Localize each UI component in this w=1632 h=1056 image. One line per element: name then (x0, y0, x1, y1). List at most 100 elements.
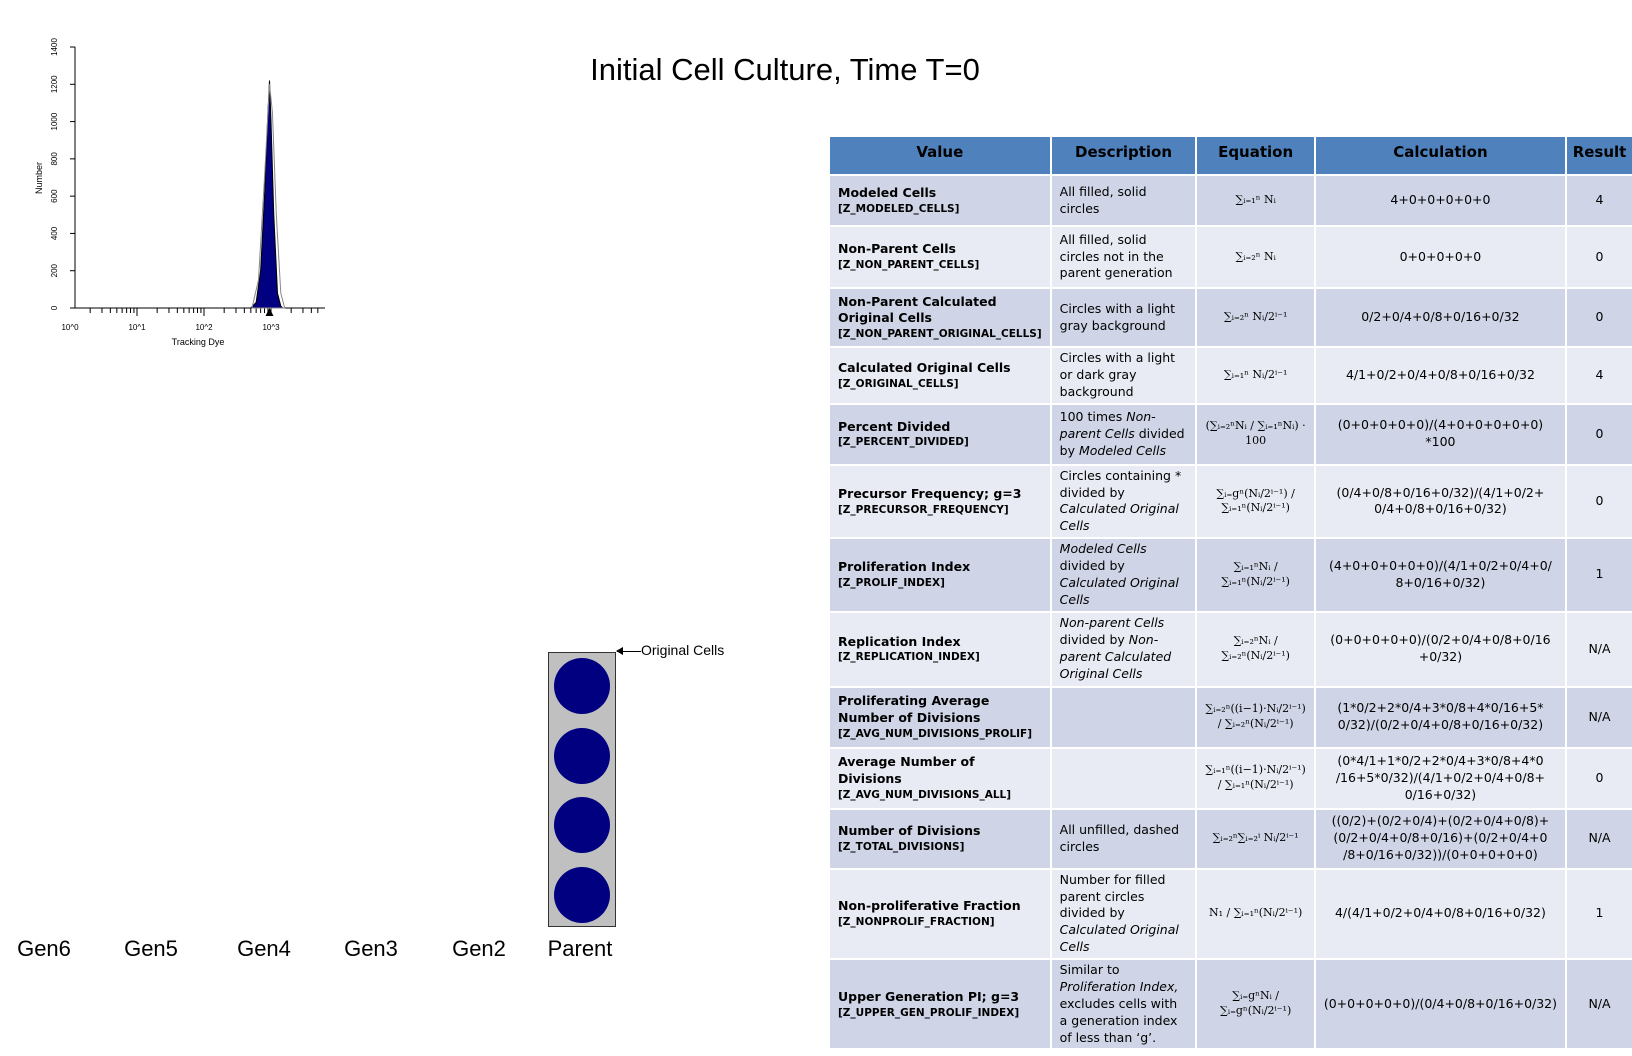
column-header-value: Value (830, 137, 1050, 174)
description-text: Modeled Cells (1078, 442, 1166, 458)
result-cell: 0 (1567, 404, 1632, 464)
table-row: Upper Generation PI; g=3 [Z_UPPER_GEN_PRO… (830, 960, 1632, 1049)
x-tick-label: 10^3 (262, 323, 280, 332)
description-cell: All filled, solid circles (1051, 176, 1196, 225)
description-text: divided by (1059, 558, 1125, 573)
value-name: Non-proliferative Fraction (838, 898, 1021, 914)
value-name: Calculated Original Cells (838, 359, 1011, 375)
calculation-cell: 0+0+0+0+0 (1315, 227, 1566, 287)
description-text: All unfilled, dashed circles (1059, 821, 1180, 854)
table-row: Proliferation Index [Z_PROLIF_INDEX] Model… (830, 539, 1632, 611)
description-text: Circles with a light gray background (1059, 300, 1176, 333)
generation-label-parent: Parent (547, 936, 613, 961)
table-row: Number of Divisions [Z_TOTAL_DIVISIONS] Al… (830, 809, 1632, 868)
result-cell: 4 (1567, 348, 1632, 403)
equation-cell: ∑ᵢ₌gⁿNᵢ / ∑ᵢ₌gⁿ(Nᵢ/2ⁱ⁻¹) (1197, 960, 1314, 1049)
y-tick-label: 200 (50, 263, 59, 277)
equation-cell: ∑ᵢ₌₁ⁿ Nᵢ/2ⁱ⁻¹ (1197, 348, 1314, 403)
description-cell: Similar to Proliferation Index, excludes… (1051, 960, 1196, 1049)
equation-cell: ∑ᵢ₌₂ⁿ Nᵢ (1197, 227, 1314, 287)
slide-title: Initial Cell Culture, Time T=0 (590, 52, 980, 87)
y-tick-label: 400 (50, 226, 59, 240)
table-row: Non-Parent Calculated Original Cells [Z_N… (830, 289, 1632, 346)
value-name: Precursor Frequency; g=3 (838, 485, 1022, 501)
description-text: excludes cells with a generation index o… (1059, 995, 1178, 1045)
result-cell: 0 (1567, 748, 1632, 808)
y-tick-label: 600 (50, 189, 59, 203)
description-text: Non-parent Cells (1059, 615, 1165, 631)
histogram-chart: 0 200 400 600 800 1000 1200 1400 10^0 10^1 10^2 10^… (34, 38, 325, 347)
description-text: Non-parent Calculated Original Cells (1059, 632, 1172, 681)
value-name: Percent Divided (838, 418, 951, 434)
calculation-cell: (0+0+0+0+0)/(4+0+0+0+0+0) *100 (1315, 404, 1566, 464)
value-code: [Z_PERCENT_DIVIDED] (838, 436, 969, 449)
value-cell: Modeled Cells [Z_MODELED_CELLS] (830, 176, 1050, 225)
value-cell: Non-Parent Cells [Z_NON_PARENT_CELLS] (830, 227, 1050, 287)
y-tick-label: 1400 (50, 38, 59, 56)
calculation-cell: 0/2+0/4+0/8+0/16+0/32 (1315, 289, 1566, 346)
value-cell: Number of Divisions [Z_TOTAL_DIVISIONS] (830, 809, 1050, 868)
value-name: Average Number of Divisions (838, 754, 975, 787)
value-code: [Z_UPPER_GEN_PROLIF_INDEX] (838, 1006, 1020, 1019)
description-text: Circles with a light or dark gray backgr… (1059, 350, 1176, 399)
generation-label-gen4: Gen4 (237, 936, 291, 961)
value-cell: Proliferation Index [Z_PROLIF_INDEX] (830, 539, 1050, 611)
description-text: Circles containing * divided by (1059, 467, 1182, 500)
value-code: [Z_NON_PARENT_CELLS] (838, 259, 980, 272)
description-text: Calculated Original Cells (1059, 501, 1179, 534)
value-name: Number of Divisions (838, 823, 981, 839)
table-row: Non-proliferative Fraction [Z_NONPROLIF_F… (830, 869, 1632, 958)
result-cell: 0 (1567, 289, 1632, 346)
value-code: [Z_PROLIF_INDEX] (838, 577, 945, 590)
calculation-cell: 4/(4/1+0/2+0/4+0/8+0/16+0/32) (1315, 869, 1566, 958)
description-cell (1051, 748, 1196, 808)
value-cell: Replication Index [Z_REPLICATION_INDEX] (830, 612, 1050, 686)
description-text: All filled, solid circles (1059, 183, 1147, 216)
value-cell: Average Number of Divisions [Z_AVG_NUM_DI… (830, 748, 1050, 808)
table-header-row: Value Description Equation Calculation Resul… (830, 137, 1632, 174)
calculation-cell: (0+0+0+0+0)/(0/4+0/8+0/16+0/32) (1315, 960, 1566, 1049)
value-cell: Precursor Frequency; g=3 [Z_PRECURSOR_FRE… (830, 465, 1050, 538)
value-cell: Non-Parent Calculated Original Cells [Z_N… (830, 289, 1050, 346)
series-filled (249, 80, 285, 309)
table-row: Average Number of Divisions [Z_AVG_NUM_DI… (830, 748, 1632, 808)
description-cell: Circles containing * divided by Calculat… (1051, 465, 1196, 538)
marker-triangle-icon (265, 308, 274, 316)
parent-cell-circle (554, 797, 610, 853)
result-cell: 0 (1567, 227, 1632, 287)
calculation-cell: 4+0+0+0+0+0 (1315, 176, 1566, 225)
calculation-cell: 4/1+0/2+0/4+0/8+0/16+0/32 (1315, 348, 1566, 403)
equation-cell: (∑ᵢ₌₂ⁿNᵢ / ∑ᵢ₌₁ⁿNᵢ) · 100 (1197, 404, 1314, 464)
description-cell: Modeled Cells divided by Calculated Orig… (1051, 539, 1196, 611)
calculation-cell: (0*4/1+1*0/2+2*0/4+3*0/8+4*0 /16+5*0/32)… (1315, 748, 1566, 808)
value-code: [Z_NON_PARENT_ORIGINAL_CELLS] (838, 328, 1042, 341)
value-name: Proliferating Average Number of Division… (838, 693, 990, 726)
equation-cell: N₁ / ∑ᵢ₌₁ⁿ(Nᵢ/2ⁱ⁻¹) (1197, 869, 1314, 958)
y-axis-label: Number (34, 162, 44, 194)
value-code: [Z_REPLICATION_INDEX] (838, 651, 980, 664)
equation-cell: ∑ᵢ₌₁ⁿNᵢ / ∑ᵢ₌₁ⁿ(Nᵢ/2ⁱ⁻¹) (1197, 539, 1314, 611)
column-header-calculation: Calculation (1315, 137, 1566, 174)
x-tick-label: 10^0 (61, 323, 79, 332)
result-cell: N/A (1567, 687, 1632, 747)
value-code: [Z_MODELED_CELLS] (838, 202, 960, 215)
result-cell: N/A (1567, 612, 1632, 686)
y-tick-label: 800 (50, 152, 59, 166)
result-cell: N/A (1567, 960, 1632, 1049)
value-code: [Z_ORIGINAL_CELLS] (838, 377, 959, 390)
value-name: Non-Parent Calculated Original Cells (838, 293, 997, 326)
description-text: All filled, solid circles not in the par… (1059, 231, 1173, 281)
x-tick-label: 10^2 (195, 323, 213, 332)
value-code: [Z_NONPROLIF_FRACTION] (838, 916, 995, 929)
description-cell: Non-parent Cells divided by Non-parent C… (1051, 612, 1196, 686)
value-cell: Non-proliferative Fraction [Z_NONPROLIF_F… (830, 869, 1050, 958)
description-text: Modeled Cells (1059, 541, 1147, 557)
table-row: Replication Index [Z_REPLICATION_INDEX] No… (830, 612, 1632, 686)
value-code: [Z_PRECURSOR_FREQUENCY] (838, 503, 1009, 516)
table-row: Modeled Cells [Z_MODELED_CELLS] All filled… (830, 176, 1632, 225)
description-text: 100 times (1059, 408, 1127, 424)
generation-label-gen5: Gen5 (124, 936, 178, 961)
table-row: Percent Divided [Z_PERCENT_DIVIDED] 100 ti… (830, 404, 1632, 464)
value-name: Proliferation Index (838, 559, 971, 575)
x-axis-label: Tracking Dye (172, 337, 225, 347)
